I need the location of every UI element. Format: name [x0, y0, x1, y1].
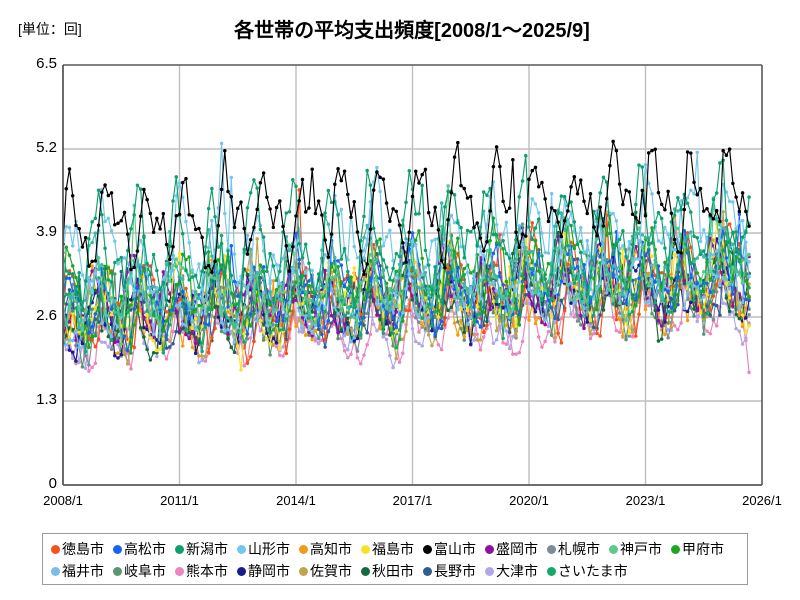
- plot-area: 0 1.3 2.6 3.9 5.2 6.5 2008/1 2011/1 2014/1 2017/…: [36, 55, 782, 508]
- legend-marker-icon: [485, 544, 494, 554]
- x-axis-tick-label: 2017/1: [392, 493, 433, 508]
- legend-item[interactable]: 札幌市: [547, 542, 600, 556]
- legend-marker-icon: [51, 566, 60, 576]
- y-axis-tick-label: 6.5: [36, 55, 57, 72]
- legend-item[interactable]: 佐賀市: [299, 564, 352, 578]
- legend-row: 福井市 岐阜市 熊本市 静岡市 佐賀市 秋田市 長野市 大津市 さいたま市: [51, 560, 741, 582]
- legend-marker-icon: [113, 566, 122, 576]
- legend-marker-icon: [609, 544, 618, 554]
- legend-label: さいたま市: [558, 563, 628, 579]
- legend-item[interactable]: 高松市: [113, 542, 166, 556]
- unit-label: [単位：回]: [18, 21, 82, 37]
- legend-item[interactable]: 盛岡市: [485, 542, 538, 556]
- y-axis-tick-label: 3.9: [36, 223, 57, 240]
- legend-label: 秋田市: [372, 563, 414, 579]
- legend-label: 岐阜市: [124, 563, 166, 579]
- legend-label: 静岡市: [248, 563, 290, 579]
- legend-item[interactable]: 福井市: [51, 564, 104, 578]
- legend-item[interactable]: 長野市: [423, 564, 476, 578]
- legend-label: 佐賀市: [310, 563, 352, 579]
- legend-label: 富山市: [434, 541, 476, 557]
- legend-marker-icon: [175, 544, 184, 554]
- legend-item[interactable]: 高知市: [299, 542, 352, 556]
- legend-label: 神戸市: [620, 541, 662, 557]
- legend-label: 高松市: [124, 541, 166, 557]
- legend-item[interactable]: 静岡市: [237, 564, 290, 578]
- legend-label: 福島市: [372, 541, 414, 557]
- legend-item[interactable]: さいたま市: [547, 564, 628, 578]
- legend-item[interactable]: 新潟市: [175, 542, 228, 556]
- legend-label: 甲府市: [682, 541, 724, 557]
- legend-marker-icon: [51, 544, 60, 554]
- legend-marker-icon: [423, 566, 432, 576]
- chart-title: 各世帯の平均支出頻度[2008/1～2025/9]: [234, 20, 590, 42]
- legend-label: 札幌市: [558, 541, 600, 557]
- legend-marker-icon: [237, 566, 246, 576]
- legend-item[interactable]: 富山市: [423, 542, 476, 556]
- legend-label: 徳島市: [62, 541, 104, 557]
- legend-marker-icon: [547, 544, 556, 554]
- legend-marker-icon: [113, 544, 122, 554]
- legend-item[interactable]: 神戸市: [609, 542, 662, 556]
- legend-marker-icon: [361, 544, 370, 554]
- legend-label: 大津市: [496, 563, 538, 579]
- legend-label: 福井市: [62, 563, 104, 579]
- chart-canvas: [62, 64, 763, 486]
- y-axis-tick-label: 5.2: [36, 139, 57, 156]
- legend-label: 山形市: [248, 541, 290, 557]
- legend-label: 盛岡市: [496, 541, 538, 557]
- legend-marker-icon: [361, 566, 370, 576]
- legend-item[interactable]: 徳島市: [51, 542, 104, 556]
- legend-item[interactable]: 大津市: [485, 564, 538, 578]
- legend-item[interactable]: 岐阜市: [113, 564, 166, 578]
- legend-marker-icon: [547, 566, 556, 576]
- legend-item[interactable]: 福島市: [361, 542, 414, 556]
- y-axis-tick-label: 2.6: [36, 307, 57, 324]
- legend-label: 高知市: [310, 541, 352, 557]
- legend-item[interactable]: 秋田市: [361, 564, 414, 578]
- legend-row: 徳島市 高松市 新潟市 山形市 高知市 福島市 富山市 盛岡市 札幌市 神戸市 甲府市: [51, 538, 741, 560]
- legend-item[interactable]: 熊本市: [175, 564, 228, 578]
- chart-legend: 徳島市 高松市 新潟市 山形市 高知市 福島市 富山市 盛岡市 札幌市 神戸市 甲府市 福井市 岐阜市…: [42, 533, 748, 585]
- legend-marker-icon: [299, 544, 308, 554]
- legend-label: 長野市: [434, 563, 476, 579]
- x-axis-tick-label: 2026/1: [742, 493, 782, 508]
- y-axis-tick-label: 1.3: [36, 391, 57, 408]
- legend-marker-icon: [671, 544, 680, 554]
- x-axis-tick-label: 2011/1: [160, 493, 199, 508]
- x-axis-tick-label: 2008/1: [43, 493, 83, 508]
- y-axis-tick-label: 0: [48, 475, 57, 492]
- legend-item[interactable]: 甲府市: [671, 542, 724, 556]
- legend-marker-icon: [299, 566, 308, 576]
- x-axis-tick-label: 2020/1: [509, 493, 549, 508]
- legend-marker-icon: [175, 566, 184, 576]
- legend-marker-icon: [485, 566, 494, 576]
- legend-item[interactable]: 山形市: [237, 542, 290, 556]
- legend-marker-icon: [423, 544, 432, 554]
- legend-label: 新潟市: [186, 541, 228, 557]
- x-axis-tick-label: 2014/1: [276, 493, 316, 508]
- legend-marker-icon: [237, 544, 246, 554]
- legend-label: 熊本市: [186, 563, 228, 579]
- x-axis-tick-label: 2023/1: [625, 493, 666, 508]
